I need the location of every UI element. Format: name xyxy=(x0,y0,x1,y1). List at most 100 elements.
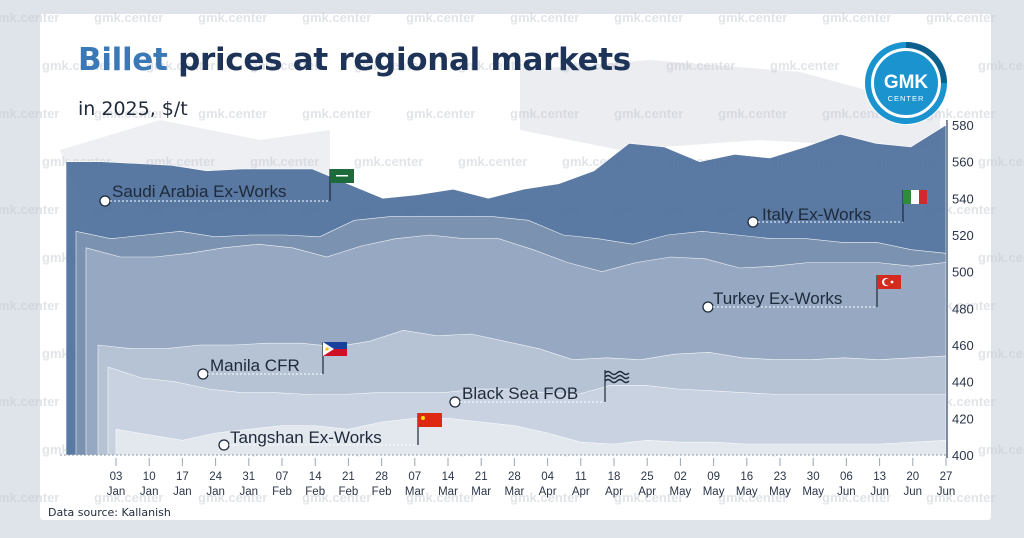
x-tick-day: 27 xyxy=(940,471,953,483)
x-tick-day: 18 xyxy=(608,471,621,483)
logo-text-center: CENTER xyxy=(888,94,925,103)
x-tick-day: 21 xyxy=(475,471,488,483)
watermark-text: gmk.center xyxy=(822,490,891,505)
blacksea-flag xyxy=(604,370,630,384)
series-label-turkey: Turkey Ex-Works xyxy=(702,275,901,313)
watermark-text: gmk.center xyxy=(926,10,995,25)
series-label-text: Turkey Ex-Works xyxy=(713,289,842,308)
y-tick-label: 580 xyxy=(952,118,974,133)
watermark-text: gmk.center xyxy=(406,10,475,25)
x-tick-month: May xyxy=(670,486,692,498)
watermark-text: gmk.center xyxy=(510,106,579,121)
watermark-text: gmk.center xyxy=(250,154,319,169)
watermark-text: gmk.center xyxy=(302,106,371,121)
series-label-text: Tangshan Ex-Works xyxy=(230,428,382,447)
y-tick-label: 500 xyxy=(952,265,974,280)
watermark-text: gmk.center xyxy=(94,106,163,121)
x-tick-month: Mar xyxy=(471,486,491,498)
flag-star xyxy=(421,416,425,420)
watermark-text: gmk.center xyxy=(0,202,59,217)
flag-stripe xyxy=(903,190,911,204)
x-tick-day: 13 xyxy=(873,471,886,483)
logo-text-gmk: GMK xyxy=(884,72,929,93)
watermark-text: gmk.center xyxy=(42,58,111,73)
watermark-text: gmk.center xyxy=(510,10,579,25)
x-tick-day: 07 xyxy=(408,471,421,483)
flag-stripe xyxy=(323,349,347,356)
series-label-italy: Italy Ex-Works xyxy=(747,190,927,228)
x-tick-month: Jan xyxy=(107,486,126,498)
x-tick-month: Jun xyxy=(904,486,923,498)
series-label-blacksea: Black Sea FOB xyxy=(449,370,630,408)
watermark-text: gmk.center xyxy=(302,10,371,25)
y-tick-label: 460 xyxy=(952,338,974,353)
x-tick-month: Jun xyxy=(870,486,889,498)
x-tick-day: 04 xyxy=(541,471,554,483)
watermark-text: gmk.center xyxy=(406,106,475,121)
watermark-text: gmk.center xyxy=(0,394,59,409)
watermark-text: gmk.center xyxy=(354,154,423,169)
area-tangshan-ex-works xyxy=(115,418,947,456)
watermark-text: gmk.center xyxy=(406,490,475,505)
label-marker xyxy=(197,368,209,380)
watermark-text: gmk.center xyxy=(718,10,787,25)
label-marker xyxy=(702,301,714,313)
x-tick-month: Feb xyxy=(305,486,325,498)
x-tick-day: 02 xyxy=(674,471,687,483)
watermark-text: gmk.center xyxy=(354,58,423,73)
x-tick-day: 14 xyxy=(309,471,322,483)
watermark-text: gmk.center xyxy=(926,106,995,121)
y-tick-label: 560 xyxy=(952,155,974,170)
saudi-flag xyxy=(330,169,354,183)
watermark-text: gmk.center xyxy=(822,10,891,25)
flag-emblem xyxy=(336,175,348,177)
watermark-text: gmk.center xyxy=(94,10,163,25)
flag-stripe xyxy=(919,190,927,204)
x-tick-month: Feb xyxy=(372,486,392,498)
series-label-text: Saudi Arabia Ex-Works xyxy=(112,182,286,201)
x-tick-month: Jan xyxy=(206,486,225,498)
series-label-saudi: Saudi Arabia Ex-Works xyxy=(99,169,354,207)
watermark-text: gmk.center xyxy=(718,106,787,121)
x-tick-day: 24 xyxy=(209,471,222,483)
sea-wave xyxy=(604,370,630,376)
x-tick-month: Apr xyxy=(539,486,557,498)
sea-wave xyxy=(604,374,630,380)
watermark-text: gmk.center xyxy=(978,58,1024,73)
flag-crescent-cut xyxy=(884,278,891,286)
watermark-text: gmk.center xyxy=(250,58,319,73)
x-tick-day: 20 xyxy=(906,471,919,483)
x-tick-month: Jan xyxy=(240,486,259,498)
label-marker xyxy=(449,396,461,408)
watermark-text: gmk.center xyxy=(458,154,527,169)
y-tick-label: 520 xyxy=(952,228,974,243)
watermark-text: gmk.center xyxy=(0,490,59,505)
flag-stripe xyxy=(323,342,347,349)
watermark-text: gmk.center xyxy=(458,58,527,73)
series-label-text: Manila CFR xyxy=(210,356,300,375)
x-tick-day: 25 xyxy=(641,471,654,483)
y-tick-label: 480 xyxy=(952,301,974,316)
x-tick-month: May xyxy=(769,486,791,498)
y-tick-label: 420 xyxy=(952,411,974,426)
y-tick-label: 440 xyxy=(952,375,974,390)
y-tick-label: 540 xyxy=(952,191,974,206)
watermark-text: gmk.center xyxy=(146,58,215,73)
watermark-text: gmk.center xyxy=(666,58,735,73)
watermark-text: gmk.center xyxy=(0,298,59,313)
series-label-text: Italy Ex-Works xyxy=(762,205,871,224)
watermark-text: gmk.center xyxy=(0,106,59,121)
x-tick-month: Jan xyxy=(173,486,192,498)
x-tick-day: 23 xyxy=(774,471,787,483)
x-tick-day: 28 xyxy=(508,471,521,483)
x-tick-day: 14 xyxy=(442,471,455,483)
flag-stripe xyxy=(911,190,919,204)
series-label-text: Black Sea FOB xyxy=(462,384,578,403)
area-series-group xyxy=(65,124,947,456)
x-tick-day: 07 xyxy=(276,471,289,483)
sea-wave xyxy=(604,378,630,384)
x-tick-day: 31 xyxy=(242,471,255,483)
italy-flag xyxy=(903,190,927,204)
data-source: Data source: Kallanish xyxy=(48,506,171,519)
